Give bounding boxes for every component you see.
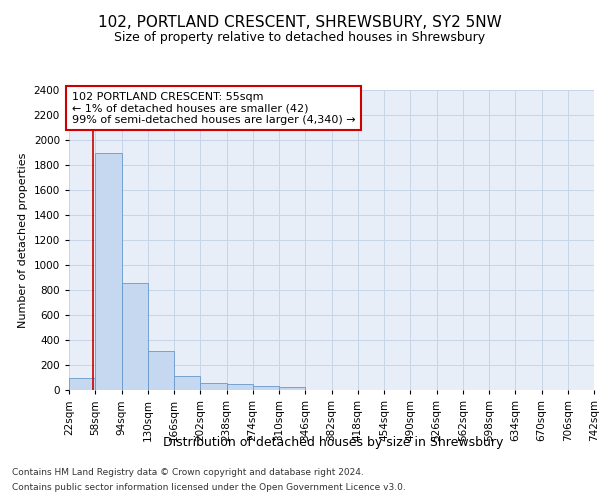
Bar [279,387,305,390]
Bar [174,376,200,390]
Text: 102, PORTLAND CRESCENT, SHREWSBURY, SY2 5NW: 102, PORTLAND CRESCENT, SHREWSBURY, SY2 … [98,15,502,30]
Text: Distribution of detached houses by size in Shrewsbury: Distribution of detached houses by size … [163,436,503,449]
Y-axis label: Number of detached properties: Number of detached properties [18,152,28,328]
Bar [69,378,95,390]
Bar [200,383,227,390]
Text: 102 PORTLAND CRESCENT: 55sqm
← 1% of detached houses are smaller (42)
99% of sem: 102 PORTLAND CRESCENT: 55sqm ← 1% of det… [71,92,355,124]
Bar [253,386,279,390]
Text: Size of property relative to detached houses in Shrewsbury: Size of property relative to detached ho… [115,31,485,44]
Text: Contains public sector information licensed under the Open Government Licence v3: Contains public sector information licen… [12,483,406,492]
Bar [95,152,121,390]
Bar [148,350,174,390]
Bar [121,282,148,390]
Text: Contains HM Land Registry data © Crown copyright and database right 2024.: Contains HM Land Registry data © Crown c… [12,468,364,477]
Bar [227,384,253,390]
